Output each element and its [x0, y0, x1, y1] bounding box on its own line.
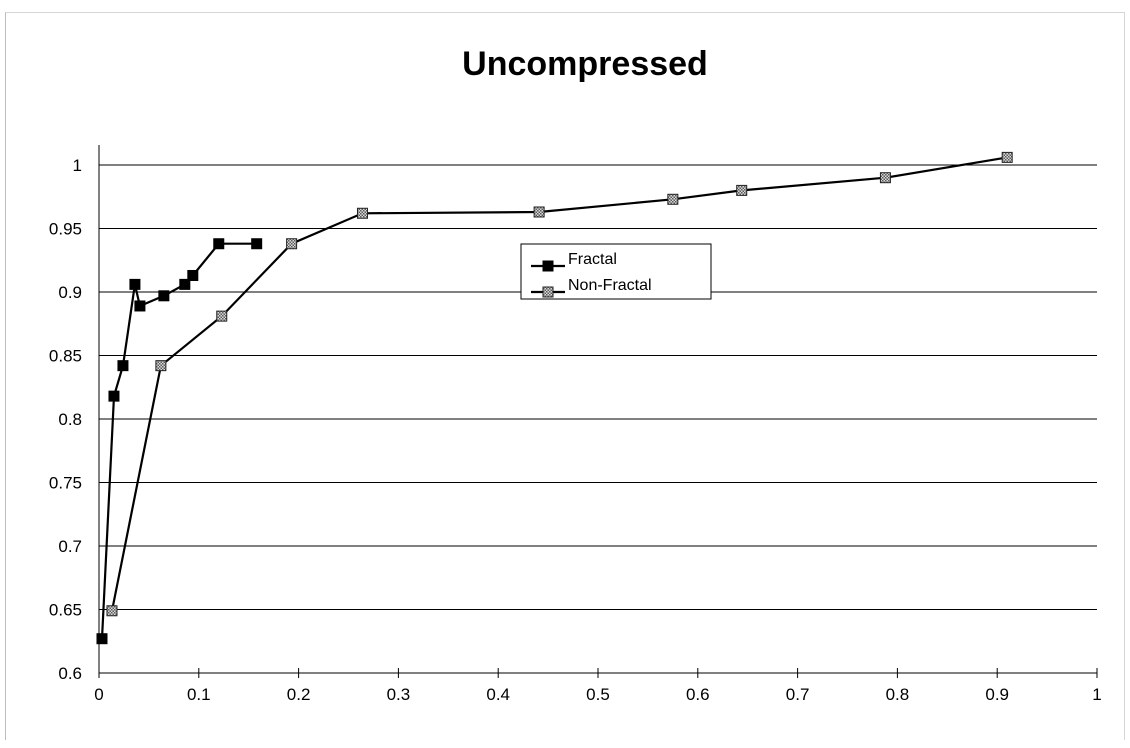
y-tick-label: 0.9	[58, 283, 82, 302]
data-point-fractal	[179, 278, 191, 290]
series-line-fractal	[100, 242, 257, 639]
series-line-non-fractal	[110, 156, 1008, 612]
legend-marker-non-fractal	[542, 286, 554, 298]
data-point-fractal	[134, 300, 146, 312]
y-tick-label: 0.7	[58, 537, 82, 556]
y-tick-label: 1	[73, 156, 82, 175]
data-point-non-fractal	[216, 310, 228, 322]
y-tick-label: 0.75	[49, 474, 82, 493]
x-tick-label: 0.4	[486, 685, 510, 704]
x-tick-label: 1	[1092, 685, 1101, 704]
x-tick-label: 0.1	[187, 685, 211, 704]
series-group	[96, 151, 1013, 645]
legend-label-fractal: Fractal	[568, 251, 617, 268]
data-point-non-fractal	[533, 206, 545, 218]
gridlines	[99, 164, 1097, 610]
chart-title: Uncompressed	[462, 45, 708, 83]
y-tick-label: 0.8	[58, 410, 82, 429]
y-tick-label: 0.6	[58, 664, 82, 683]
data-point-non-fractal	[879, 172, 891, 184]
y-tick-label: 0.95	[49, 220, 82, 239]
data-point-fractal	[129, 278, 141, 290]
data-point-non-fractal	[286, 238, 298, 250]
legend: Fractal Non-Fractal	[520, 243, 712, 300]
axes: 0.6 0.65 0.7 0.75 0.8 0.85 0.9 0.95 1 0 0.1 0.2 0.3 0…	[49, 145, 1102, 704]
data-point-non-fractal	[667, 193, 679, 205]
data-point-non-fractal	[356, 207, 368, 219]
x-tick-label: 0.3	[387, 685, 411, 704]
data-point-non-fractal	[1001, 151, 1013, 163]
data-point-fractal	[117, 360, 129, 372]
x-tick-label: 0.8	[886, 685, 910, 704]
x-tick-label: 0.9	[985, 685, 1009, 704]
legend-marker-fractal	[542, 260, 554, 272]
x-tick-label: 0.5	[586, 685, 610, 704]
data-point-fractal	[187, 269, 199, 281]
chart-frame	[5, 12, 1125, 740]
y-tick-label: 0.65	[49, 601, 82, 620]
x-tick-label: 0.6	[686, 685, 710, 704]
legend-label-non-fractal: Non-Fractal	[568, 277, 652, 294]
data-point-non-fractal	[155, 360, 167, 372]
data-point-fractal	[213, 238, 225, 250]
y-tick-label: 0.85	[49, 347, 82, 366]
x-tick-label: 0.2	[287, 685, 311, 704]
data-point-fractal	[108, 390, 120, 402]
data-point-fractal	[96, 633, 108, 645]
data-point-non-fractal	[106, 605, 118, 617]
data-point-fractal	[158, 290, 170, 302]
data-point-fractal	[251, 238, 263, 250]
x-tick-label: 0.7	[786, 685, 810, 704]
data-point-non-fractal	[736, 184, 748, 196]
x-tick-label: 0	[94, 685, 103, 704]
